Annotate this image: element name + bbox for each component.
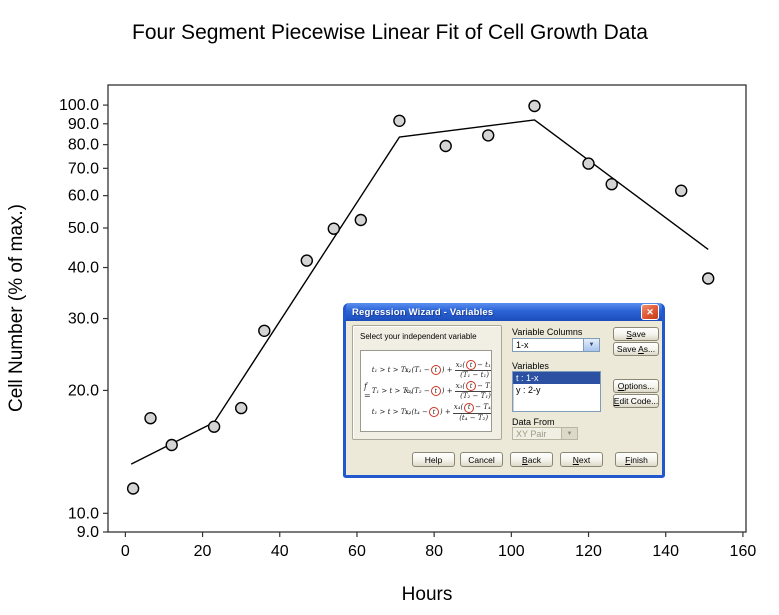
formula-expression: x₂(T₂ −t) +x₃(t − T₁)(T₂ − T₁) xyxy=(405,381,491,400)
button-label: Help xyxy=(424,454,443,465)
formula-row: t₁ > t > T₁, x₁(T₁ − t) + x₂(t − t₁) (T₁ − t… xyxy=(371,360,491,379)
y-tick-label: 50.0 xyxy=(68,220,99,237)
x-tick-label: 0 xyxy=(121,543,130,560)
button-label: Save xyxy=(626,329,646,339)
edit-code-button[interactable]: Edit Code... xyxy=(613,394,659,408)
y-tick-label: 20.0 xyxy=(68,382,99,399)
y-tick-label: 30.0 xyxy=(68,311,99,328)
formula-row: T₁ > t > T₂,x₂(T₂ −t) +x₃(t − T₁)(T₂ − T… xyxy=(371,381,491,400)
button-label: Next xyxy=(572,454,591,465)
close-icon: ✕ xyxy=(646,306,654,317)
formula-expression: x₁(T₁ − t) + x₂(t − t₁) (T₁ − t₁) xyxy=(405,360,491,379)
close-button[interactable]: ✕ xyxy=(641,304,659,320)
circled-variable: t xyxy=(466,381,477,392)
circled-variable: t xyxy=(466,360,477,371)
formula-row: t₁ > t > T₁, x₃(t₄ − t) + x₄(t − T₄) (t₄ − T… xyxy=(371,402,491,422)
chevron-down-icon[interactable]: ▼ xyxy=(583,339,599,351)
data-point xyxy=(207,420,221,433)
circled-variable: t xyxy=(464,402,475,413)
data-point xyxy=(126,482,140,495)
data-point xyxy=(144,412,157,425)
x-tick-label: 100 xyxy=(498,543,525,560)
independent-variable-group: Select your independent variable f = t₁ … xyxy=(352,325,502,440)
y-tick-label: 70.0 xyxy=(68,160,99,177)
plot-frame xyxy=(107,84,747,533)
group-label: Select your independent variable xyxy=(360,332,477,341)
data-from-label: Data From xyxy=(512,417,555,427)
save-button[interactable]: Save xyxy=(613,327,659,341)
formula-lhs: f = xyxy=(364,382,371,400)
y-tick-label: 9.0 xyxy=(77,524,99,541)
variable-columns-label: Variable Columns xyxy=(512,327,583,337)
x-tick-label: 160 xyxy=(730,543,757,560)
x-tick-label: 40 xyxy=(271,543,289,560)
cancel-button[interactable]: Cancel xyxy=(460,452,503,467)
x-tick-label: 80 xyxy=(425,543,443,560)
dialog-body: Select your independent variable f = t₁ … xyxy=(346,321,662,475)
data-point xyxy=(165,438,178,452)
y-axis-label: Cell Number (% of max.) xyxy=(6,204,27,412)
finish-button[interactable]: Finish xyxy=(615,452,658,467)
x-tick-label: 120 xyxy=(575,543,602,560)
data-point xyxy=(439,139,452,153)
options-button[interactable]: Options... xyxy=(613,379,659,393)
data-point xyxy=(300,254,313,267)
y-tick-label: 40.0 xyxy=(68,260,99,277)
help-button[interactable]: Help xyxy=(412,452,455,467)
formula-display: f = t₁ > t > T₁, x₁(T₁ − t) + x₂(t − t₁) (T₁… xyxy=(360,350,492,432)
data-from-value: XY Pair xyxy=(516,428,547,439)
data-point xyxy=(702,272,715,285)
x-tick-label: 140 xyxy=(652,543,679,560)
y-tick-label: 100.0 xyxy=(59,97,99,114)
data-from-combo: XY Pair ▼ xyxy=(512,427,578,440)
formula-condition: t₁ > t > T₁, xyxy=(371,408,411,417)
x-tick-label: 60 xyxy=(348,543,366,560)
button-label: Edit Code... xyxy=(613,396,659,406)
formula-rows: t₁ > t > T₁, x₁(T₁ − t) + x₂(t − t₁) (T₁ − t… xyxy=(371,359,491,422)
button-label: Options... xyxy=(617,381,655,391)
data-point xyxy=(258,324,271,337)
data-point xyxy=(327,222,340,235)
save-as-button[interactable]: Save As... xyxy=(613,342,659,356)
data-point xyxy=(582,157,595,170)
variable-columns-combo[interactable]: 1-x ▼ xyxy=(512,338,600,352)
y-tick-label: 90.0 xyxy=(68,116,99,133)
variables-list-item[interactable]: y : 2-y xyxy=(516,385,541,395)
x-tick-label: 20 xyxy=(194,543,212,560)
button-label: Back xyxy=(522,454,541,465)
y-tick-label: 60.0 xyxy=(68,188,99,205)
variables-list[interactable]: t : 1-x y : 2-y xyxy=(512,371,601,412)
formula-condition: t₁ > t > T₁, xyxy=(371,365,411,374)
data-point xyxy=(393,114,406,128)
next-button[interactable]: Next xyxy=(560,452,603,467)
regression-wizard-dialog: Regression Wizard - Variables ✕ Select y… xyxy=(343,303,665,478)
data-point xyxy=(354,213,367,227)
variables-list-item[interactable]: t : 1-x xyxy=(513,372,600,384)
data-point xyxy=(482,129,495,142)
button-label: Save As... xyxy=(616,344,656,354)
variables-label: Variables xyxy=(512,361,549,371)
formula-expression: x₃(t₄ − t) + x₄(t − T₄) (t₄ − T₂) xyxy=(405,402,491,422)
chart-title: Four Segment Piecewise Linear Fit of Cel… xyxy=(132,21,648,44)
back-button[interactable]: Back xyxy=(510,452,553,467)
dialog-titlebar[interactable]: Regression Wizard - Variables ✕ xyxy=(346,303,662,321)
circled-variable: t xyxy=(428,407,439,418)
data-point xyxy=(528,99,541,113)
x-axis-label: Hours xyxy=(402,584,453,605)
data-point xyxy=(234,401,248,415)
dialog-title: Regression Wizard - Variables xyxy=(352,306,494,318)
y-tick-label: 10.0 xyxy=(68,505,99,522)
button-label: Cancel xyxy=(468,454,495,465)
chevron-down-icon: ▼ xyxy=(561,428,577,439)
formula-condition: T₁ > t > T₂, xyxy=(371,386,413,395)
circled-variable: t xyxy=(430,385,441,396)
variable-columns-value: 1-x xyxy=(516,340,529,350)
data-point xyxy=(675,184,688,197)
data-point xyxy=(605,177,618,191)
button-label: Finish xyxy=(625,454,648,465)
circled-variable: t xyxy=(430,364,441,375)
y-tick-label: 80.0 xyxy=(68,137,99,154)
